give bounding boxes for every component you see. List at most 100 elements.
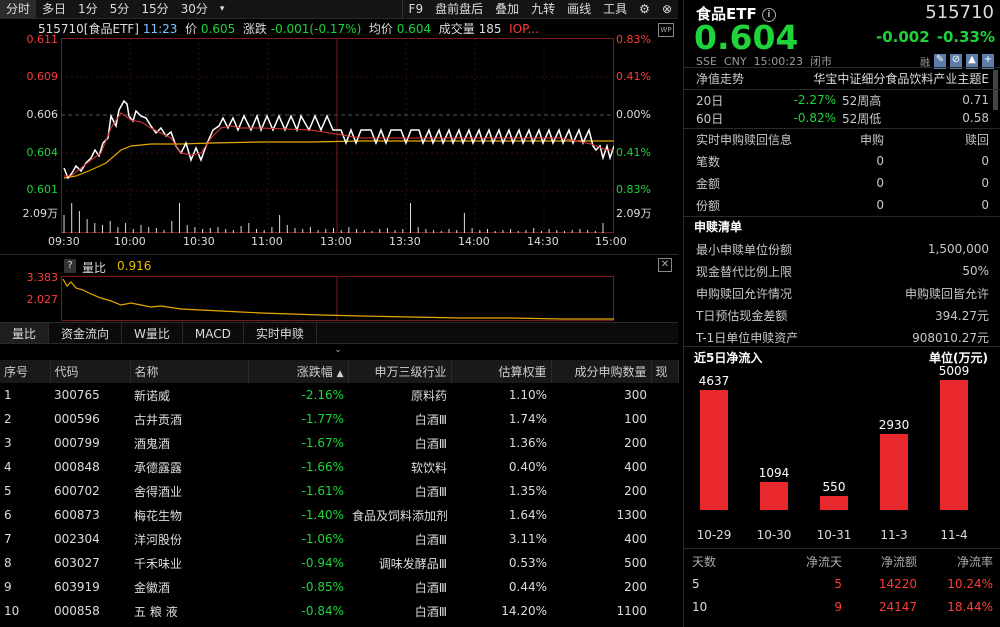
bell-icon[interactable]: ▲ — [966, 54, 978, 69]
table-row[interactable]: 6 600873 梅花生物 -1.40% 食品及饲料添加剂 1.64% 1300 — [0, 503, 678, 527]
row-industry: 食品及饲料添加剂 — [352, 508, 449, 523]
inflow-table-header: 天数 净流天 净流额 净流率 — [684, 550, 1000, 572]
inflow-bar[interactable] — [940, 379, 968, 510]
row-index: 4 — [4, 460, 12, 474]
col-change[interactable]: 涨跌幅 ▲ — [248, 360, 349, 383]
close-icon[interactable]: ⊗ — [661, 1, 672, 16]
table-row[interactable]: 8 603027 千禾味业 -0.94% 调味发酵品Ⅲ 0.53% 500 — [0, 551, 678, 575]
row-change: -0.94% — [301, 556, 344, 570]
row-industry: 白酒Ⅲ — [414, 412, 447, 427]
more-periods-chevron-down-icon[interactable]: ▾ — [219, 3, 225, 14]
col-index[interactable]: 序号 — [0, 360, 51, 383]
table-row[interactable]: 3 000799 酒鬼酒 -1.67% 白酒Ⅲ 1.36% 200 — [0, 431, 678, 455]
row-name: 酒鬼酒 — [134, 436, 171, 451]
realtime-row: 笔数 0 0 — [696, 150, 989, 172]
table-row[interactable]: 10 000858 五 粮 液 -0.84% 白酒Ⅲ 14.20% 1100 — [0, 599, 678, 623]
col-cash[interactable]: 现 — [651, 360, 679, 383]
tab-volume-ratio[interactable]: 量比 — [0, 323, 50, 343]
tab-30min[interactable]: 30分 — [180, 1, 208, 16]
inflow-rows: 5 5 14220 10.24% 10 9 24147 18.44% — [684, 572, 1000, 618]
volume-value: 185 — [478, 22, 502, 36]
divider — [684, 548, 1000, 549]
col-weight[interactable]: 估算权重 — [451, 360, 552, 383]
tab-realtime-subscription[interactable]: 实时申赎 — [244, 323, 317, 343]
tab-fund-flow[interactable]: 资金流向 — [49, 323, 123, 343]
ratio-help-icon[interactable]: ? — [64, 259, 76, 273]
plus-icon[interactable]: + — [982, 54, 994, 69]
draw-line-button[interactable]: 画线 — [567, 1, 592, 16]
ratio-label: 量比 — [82, 261, 107, 275]
avg-value: 0.604 — [396, 22, 432, 36]
ratio-y-3383: 3.383 — [26, 271, 59, 284]
price-label: 价 — [185, 22, 198, 36]
f9-button[interactable]: F9 — [401, 0, 430, 19]
quote-time: 15:00:23 — [753, 55, 803, 68]
d20-pct: -2.27% — [793, 93, 836, 107]
inflow-bar[interactable] — [820, 495, 848, 510]
table-row[interactable]: 2 000596 古井贡酒 -1.77% 白酒Ⅲ 1.74% 100 — [0, 407, 678, 431]
table-row[interactable]: 9 603919 金徽酒 -0.85% 白酒Ⅲ 0.44% 200 — [0, 575, 678, 599]
intraday-price-chart[interactable] — [61, 38, 614, 233]
time-1030: 10:30 — [183, 235, 215, 248]
edit-icon[interactable]: ✎ — [934, 54, 946, 69]
table-row[interactable]: 4 000848 承德露露 -1.66% 软饮料 0.40% 400 — [0, 455, 678, 479]
nine-turn-button[interactable]: 九转 — [531, 1, 556, 16]
row-quantity: 1100 — [616, 604, 647, 618]
list-row: T-1日单位申赎资产 908010.27元 — [696, 326, 989, 348]
y-label-0604: 0.604 — [26, 146, 59, 159]
inflow-unit: 单位(万元) — [929, 351, 988, 365]
tab-intraday[interactable]: 分时 — [0, 0, 37, 19]
row-index: 1 — [4, 388, 12, 402]
realtime-row-label: 笔数 — [696, 154, 721, 169]
expand-chevron-icon[interactable]: ⌄ — [334, 345, 342, 355]
ratio-close-icon[interactable]: ✕ — [658, 258, 672, 272]
info-circle-icon[interactable]: i — [761, 7, 776, 22]
row-name: 五 粮 液 — [134, 604, 178, 619]
time-0930: 09:30 — [48, 235, 80, 248]
nav-row[interactable]: 净值走势 华宝中证细分食品饮料产业主题E — [684, 67, 1000, 89]
tab-15min[interactable]: 15分 — [141, 1, 169, 16]
inflow-bar[interactable] — [880, 433, 908, 510]
table-row[interactable]: 1 300765 新诺威 -2.16% 原料药 1.10% 300 — [0, 383, 678, 407]
link-icon[interactable]: ⊘ — [950, 54, 962, 69]
row-weight: 1.74% — [508, 412, 547, 426]
inflow-row-rate: 18.44% — [947, 599, 993, 614]
gear-icon[interactable]: ⚙ — [639, 1, 650, 16]
row-code: 002304 — [54, 532, 100, 546]
inflow-bar-chart[interactable]: 4637 10-29 1094 10-30 550 10-31 2930 11-3 5009 11… — [684, 364, 1000, 546]
table-row[interactable]: 7 002304 洋河股份 -1.06% 白酒Ⅲ 3.11% 400 — [0, 527, 678, 551]
row-cash — [651, 407, 678, 431]
inflow-bar[interactable] — [700, 389, 728, 510]
overlay-button[interactable]: 叠加 — [495, 1, 520, 16]
row-industry: 软饮料 — [410, 460, 447, 475]
row-name: 新诺威 — [134, 388, 171, 403]
market-status: 闭市 — [809, 55, 832, 68]
col-change-label: 涨跌幅 — [296, 365, 333, 379]
volume-ratio-chart[interactable] — [61, 276, 614, 321]
inflow-bar-value: 550 — [822, 479, 846, 494]
col-quantity[interactable]: 成分申购数量 — [551, 360, 652, 383]
y-pct-vol: 2.09万 — [616, 207, 652, 220]
row-cash — [651, 599, 678, 623]
inflow-col-amount: 净流额 — [880, 554, 917, 569]
tab-5min[interactable]: 5分 — [109, 1, 130, 16]
inflow-bar[interactable] — [760, 481, 788, 510]
realtime-header: 实时申购赎回信息 申购 赎回 — [696, 129, 989, 149]
premarket-button[interactable]: 盘前盘后 — [435, 1, 484, 16]
col-code[interactable]: 代码 — [50, 360, 131, 383]
col-name[interactable]: 名称 — [130, 360, 249, 383]
wp-icon[interactable]: WP — [658, 23, 674, 37]
table-row[interactable]: 5 600702 舍得酒业 -1.61% 白酒Ⅲ 1.35% 200 — [0, 479, 678, 503]
tab-multiday[interactable]: 多日 — [42, 1, 67, 16]
info-time: 11:23 — [142, 22, 178, 36]
tab-1min[interactable]: 1分 — [78, 1, 98, 16]
scroll-indicator[interactable] — [993, 70, 998, 110]
row-industry: 白酒Ⅲ — [414, 580, 447, 595]
realtime-row-label: 金额 — [696, 176, 721, 191]
exchange: SSE — [696, 55, 717, 68]
tab-macd[interactable]: MACD — [183, 323, 244, 343]
tools-button[interactable]: 工具 — [603, 1, 628, 16]
tab-w-volume-ratio[interactable]: W量比 — [122, 323, 183, 343]
iop-value: IOP... — [509, 22, 539, 36]
col-industry[interactable]: 申万三级行业 — [348, 360, 452, 383]
